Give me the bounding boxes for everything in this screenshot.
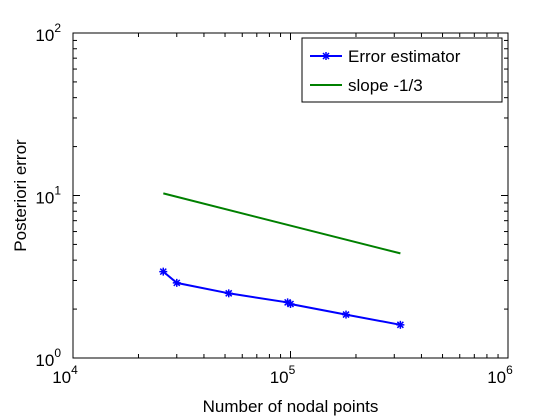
data-point-marker <box>342 310 351 319</box>
x-tick-base: 10 <box>270 368 289 387</box>
y-tick-base: 10 <box>35 26 54 45</box>
x-tick-exponent: 4 <box>71 363 78 377</box>
y-tick-base: 10 <box>35 189 54 208</box>
y-tick-exponent: 1 <box>54 184 61 198</box>
legend-label-0: Error estimator <box>348 47 461 66</box>
y-tick-label: 102 <box>35 21 61 45</box>
data-point-marker <box>159 267 168 276</box>
x-tick-label: 106 <box>487 363 513 387</box>
y-tick-exponent: 2 <box>54 21 61 35</box>
y-tick-base: 10 <box>35 351 54 370</box>
y-tick-label: 100 <box>35 346 61 370</box>
x-axis-label: Number of nodal points <box>203 397 379 416</box>
series-layer <box>159 192 405 329</box>
data-point-marker <box>224 289 233 298</box>
y-tick-label: 101 <box>35 184 61 208</box>
x-tick-label: 104 <box>52 363 78 387</box>
y-axis-label: Posteriori error <box>11 139 30 252</box>
x-tick-exponent: 6 <box>506 363 513 377</box>
series-line-1 <box>163 192 401 255</box>
legend: Error estimator slope -1/3 <box>301 37 503 103</box>
x-tick-label: 105 <box>270 363 296 387</box>
y-tick-exponent: 0 <box>54 346 61 360</box>
data-point-marker <box>286 299 295 308</box>
data-point-marker <box>322 52 330 60</box>
data-point-marker <box>172 278 181 287</box>
legend-box <box>301 37 503 103</box>
data-point-marker <box>396 320 405 329</box>
x-tick-exponent: 5 <box>289 363 296 377</box>
legend-label-1: slope -1/3 <box>348 76 423 95</box>
x-tick-base: 10 <box>487 368 506 387</box>
x-tick-base: 10 <box>52 368 71 387</box>
